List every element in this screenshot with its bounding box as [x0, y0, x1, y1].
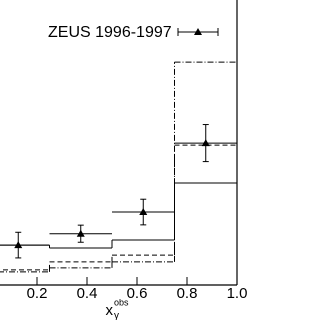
x-tick-label: 0.8	[177, 285, 198, 302]
data-point	[201, 139, 210, 147]
data-point	[76, 229, 85, 237]
x-axis-label-sup: obs	[114, 297, 129, 307]
x-tick-label: 1.0	[227, 285, 248, 302]
data-point	[14, 241, 23, 249]
x-axis-label: x	[106, 302, 114, 319]
x-tick-label: 0.2	[27, 285, 48, 302]
x-tick-label: 0.4	[77, 285, 98, 302]
legend-marker	[194, 28, 202, 35]
data-point	[139, 208, 148, 216]
x-axis-label-sub: γ	[114, 311, 119, 320]
legend-label: ZEUS 1996-1997	[48, 24, 172, 41]
x-tick-label: 0.6	[127, 285, 148, 302]
